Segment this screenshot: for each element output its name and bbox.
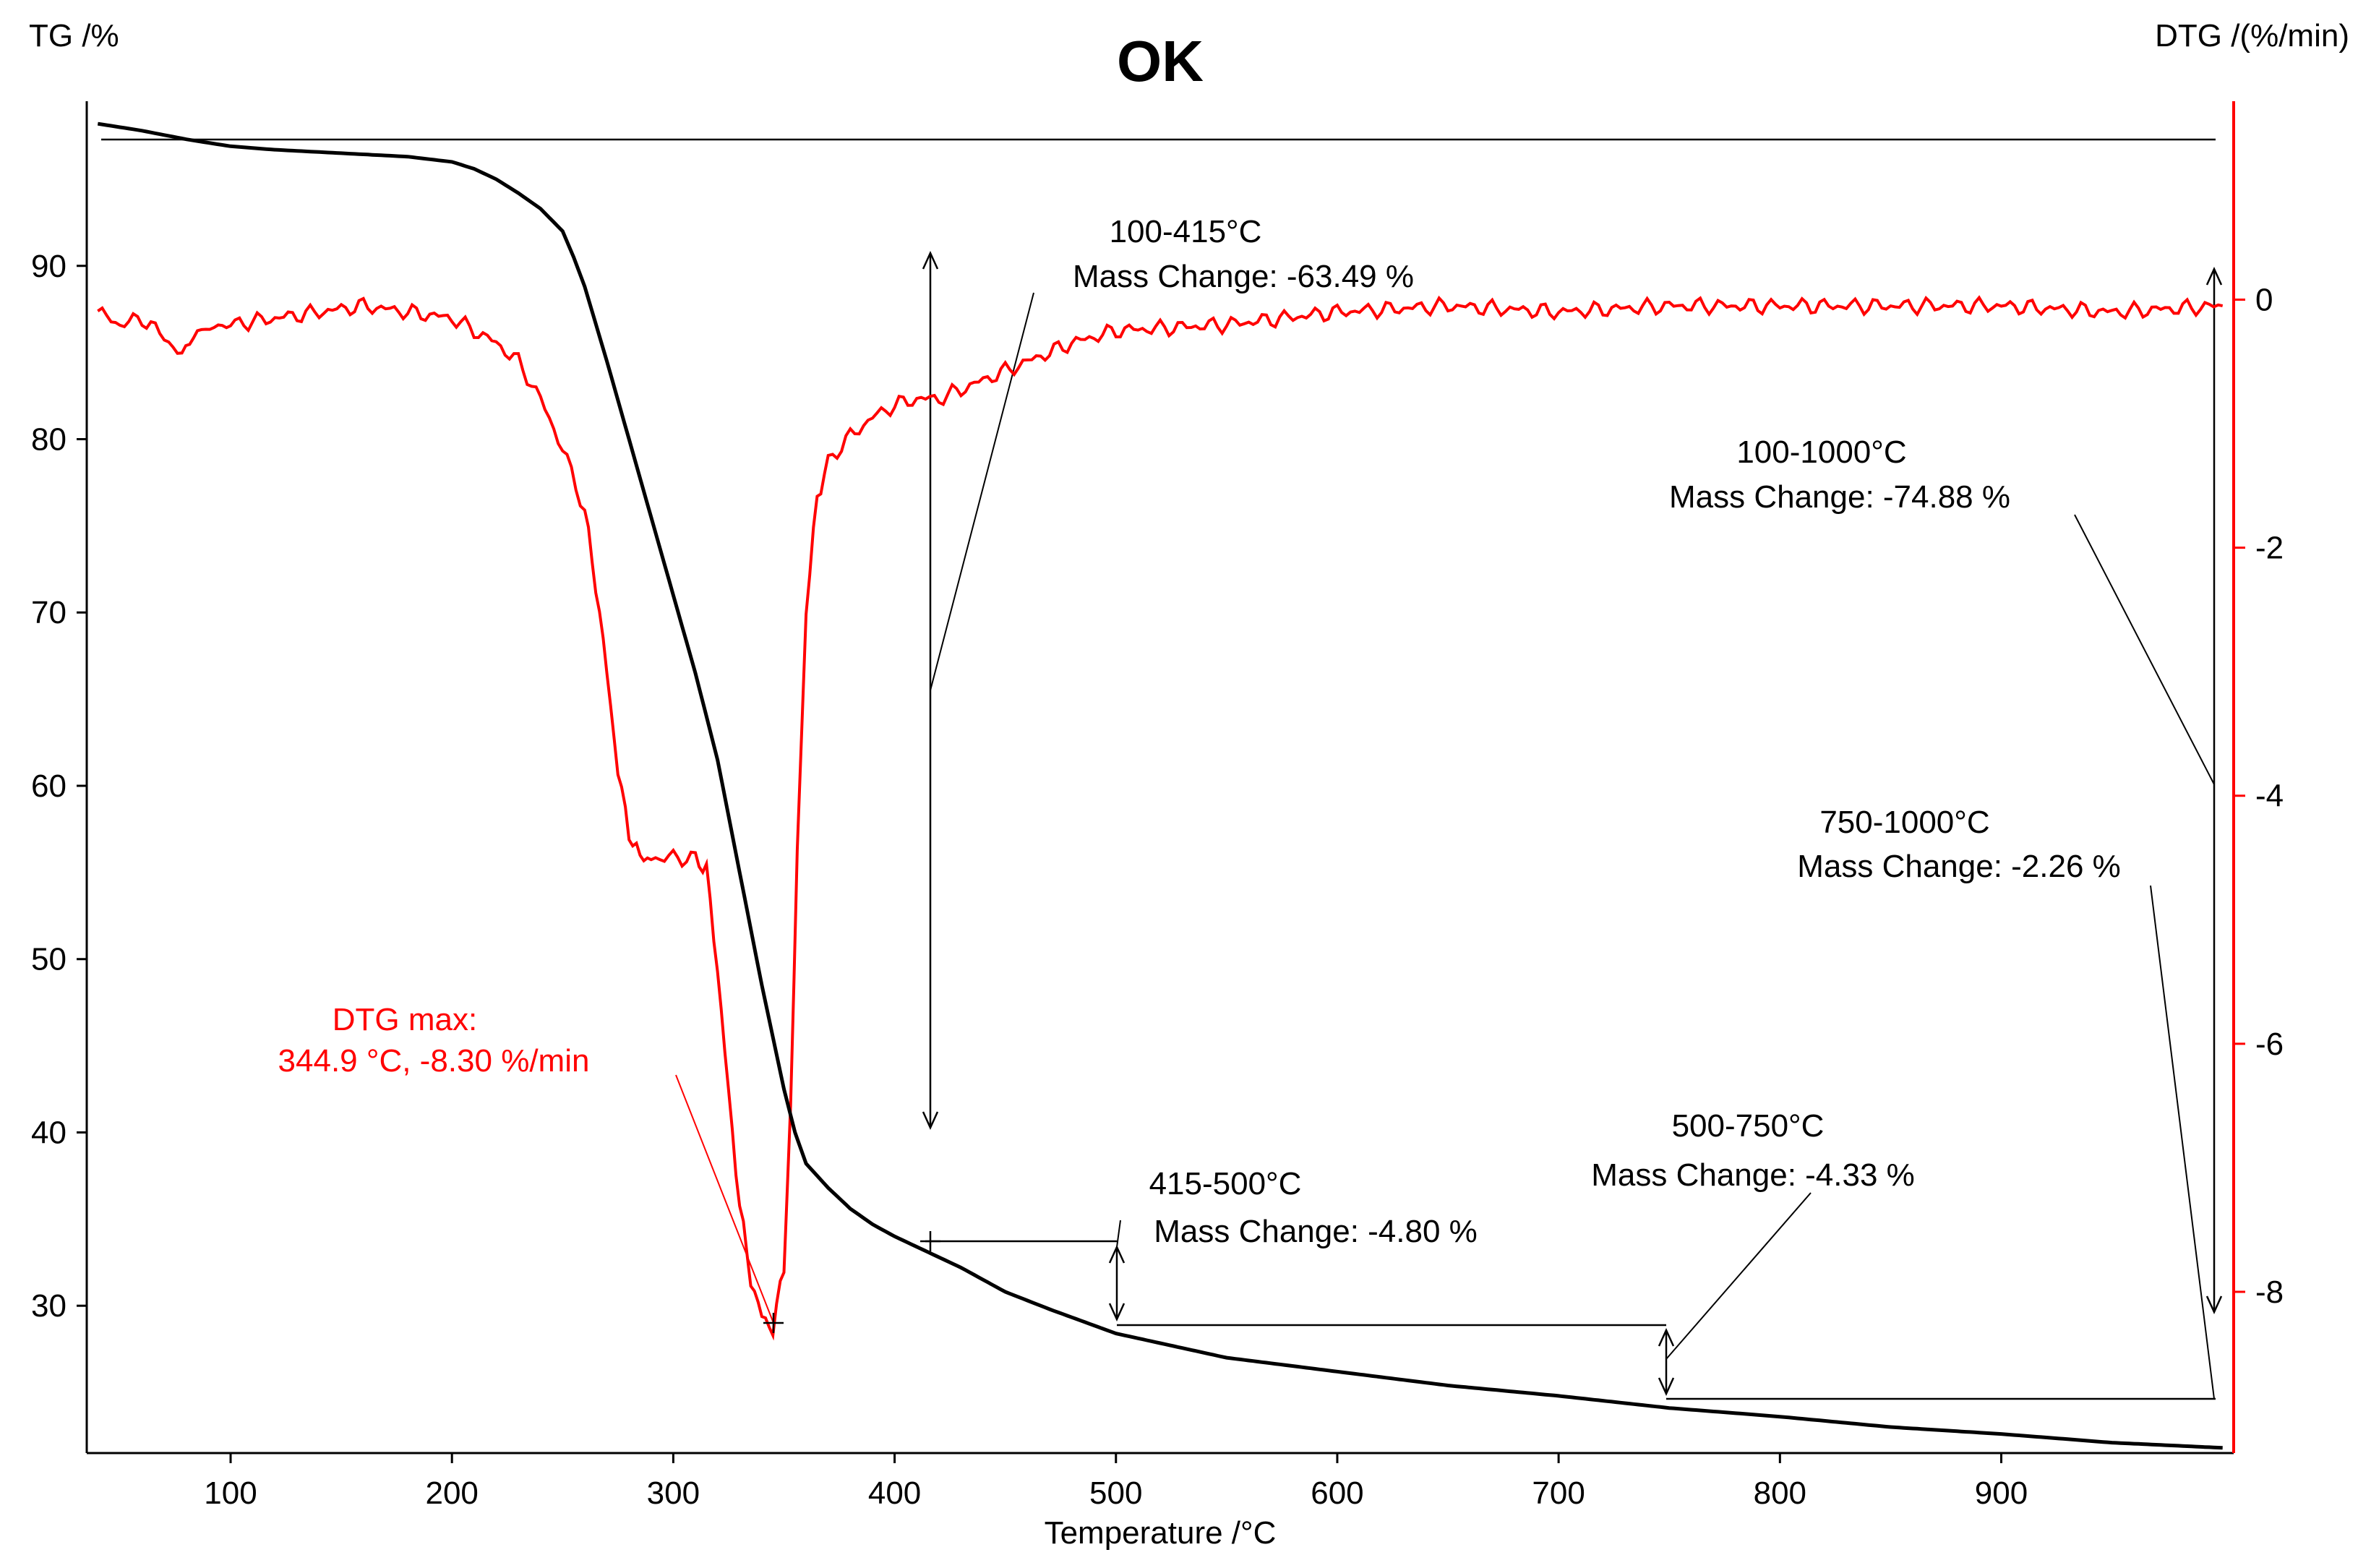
- step-750-1000-mass-change: Mass Change: -2.26 %: [1797, 849, 2121, 884]
- step-500-750-mass-change: Mass Change: -4.33 %: [1591, 1157, 1915, 1193]
- y-left-tick-label-40: 40: [31, 1115, 67, 1150]
- y-right-tick-label-0: 0: [2255, 282, 2273, 317]
- step-415-500-range: 415-500°C: [1149, 1166, 1302, 1201]
- leader-100-1000: [2074, 514, 2215, 785]
- x-tick-label-400: 400: [868, 1475, 921, 1511]
- y-left-tick-label-90: 90: [31, 249, 67, 284]
- leader-750-1000: [2150, 885, 2215, 1400]
- leader-100-415: [930, 292, 1034, 691]
- y-left-tick-label-30: 30: [31, 1288, 67, 1324]
- y-right-tick-label--2: -2: [2255, 531, 2284, 566]
- step-100-415-range: 100-415°C: [1110, 214, 1262, 249]
- y-left-axis-label: TG /%: [29, 18, 119, 53]
- y-right-tick-label--8: -8: [2255, 1274, 2284, 1310]
- y-left-axis-ticks: 30 40 50 60 70 80 90: [31, 249, 87, 1324]
- leader-415-500: [1116, 1220, 1121, 1248]
- y-left-tick-label-80: 80: [31, 422, 67, 458]
- x-axis-label: Temperature /°C: [1045, 1515, 1277, 1551]
- x-tick-label-100: 100: [204, 1475, 257, 1511]
- chart-title: OK: [1117, 29, 1204, 93]
- y-left-tick-label-70: 70: [31, 595, 67, 630]
- y-right-axis-label: DTG /(%/min): [2155, 18, 2349, 53]
- x-tick-label-500: 500: [1089, 1475, 1142, 1511]
- x-tick-label-900: 900: [1975, 1475, 2028, 1511]
- x-tick-label-700: 700: [1532, 1475, 1585, 1511]
- step-100-415-mass-change: Mass Change: -63.49 %: [1073, 259, 1414, 294]
- x-tick-label-300: 300: [647, 1475, 700, 1511]
- step-750-1000-range: 750-1000°C: [1819, 805, 1989, 840]
- dtg-series-line: [97, 295, 2224, 1341]
- arrow-100-1000: [2205, 266, 2223, 1315]
- step-100-1000-range: 100-1000°C: [1736, 434, 1906, 470]
- marker-dtg-max: [763, 1313, 784, 1333]
- tg-series-line: [97, 121, 2223, 1450]
- marker-415: [920, 1231, 940, 1251]
- step-100-1000-mass-change: Mass Change: -74.88 %: [1669, 479, 2010, 515]
- step-500-750-range: 500-750°C: [1672, 1108, 1825, 1144]
- y-right-tick-label--4: -4: [2255, 779, 2284, 814]
- arrow-500-750: [1658, 1327, 1675, 1397]
- x-axis-ticks: 100 200 300 400 500 600 700 800 900: [204, 1453, 2028, 1511]
- dtg-max-label: DTG max:: [333, 1002, 477, 1037]
- y-left-tick-label-50: 50: [31, 942, 67, 977]
- x-tick-label-600: 600: [1311, 1475, 1363, 1511]
- y-right-tick-label--6: -6: [2255, 1027, 2284, 1062]
- leader-500-750: [1665, 1192, 1812, 1360]
- y-right-axis-ticks: 0 -2 -4 -6 -8: [2234, 282, 2284, 1310]
- leader-dtg-max: [675, 1074, 774, 1324]
- y-left-tick-label-60: 60: [31, 768, 67, 804]
- x-tick-label-200: 200: [425, 1475, 478, 1511]
- step-415-500-mass-change: Mass Change: -4.80 %: [1154, 1214, 1478, 1249]
- dtg-max-value: 344.9 °C, -8.30 %/min: [278, 1043, 590, 1079]
- x-tick-label-800: 800: [1754, 1475, 1806, 1511]
